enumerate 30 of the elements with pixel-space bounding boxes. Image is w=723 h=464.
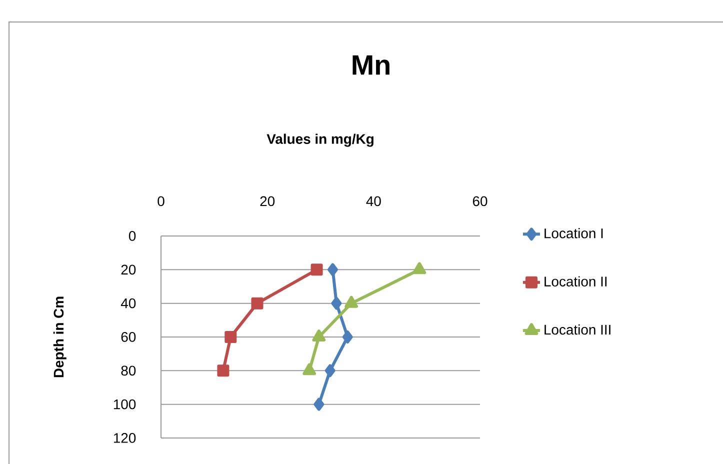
point [331,296,342,310]
y-tick-label: 0 [128,231,136,241]
point [314,398,324,411]
x-axis-title: Values in mg/Kg [266,134,374,147]
y-tick-label: 80 [121,366,136,376]
point [302,363,316,376]
x-tick-label: 40 [366,196,381,206]
legend-label: Location I [544,228,603,238]
legend-label: Location II [544,276,607,286]
y-tick-label: 40 [120,298,136,308]
legend-label: Location III [544,324,610,335]
x-tick-label: 20 [260,196,275,206]
point [217,364,230,377]
point [324,364,336,378]
y-axis-title: Depth in Cm [53,296,66,378]
y-tick-label: 20 [121,264,136,275]
point [310,264,323,276]
point [412,262,426,274]
point [224,330,237,343]
y-tick-label: 100 [114,399,136,410]
y-tick-label: 120 [114,433,136,443]
y-tick-label: 60 [121,332,136,342]
point [342,330,353,344]
point [327,263,338,276]
x-tick-label: 0 [158,196,164,206]
point [312,329,326,342]
point [251,297,264,310]
point [344,296,358,308]
chart-title: Mn [352,55,390,75]
x-tick-label: 60 [472,196,488,206]
